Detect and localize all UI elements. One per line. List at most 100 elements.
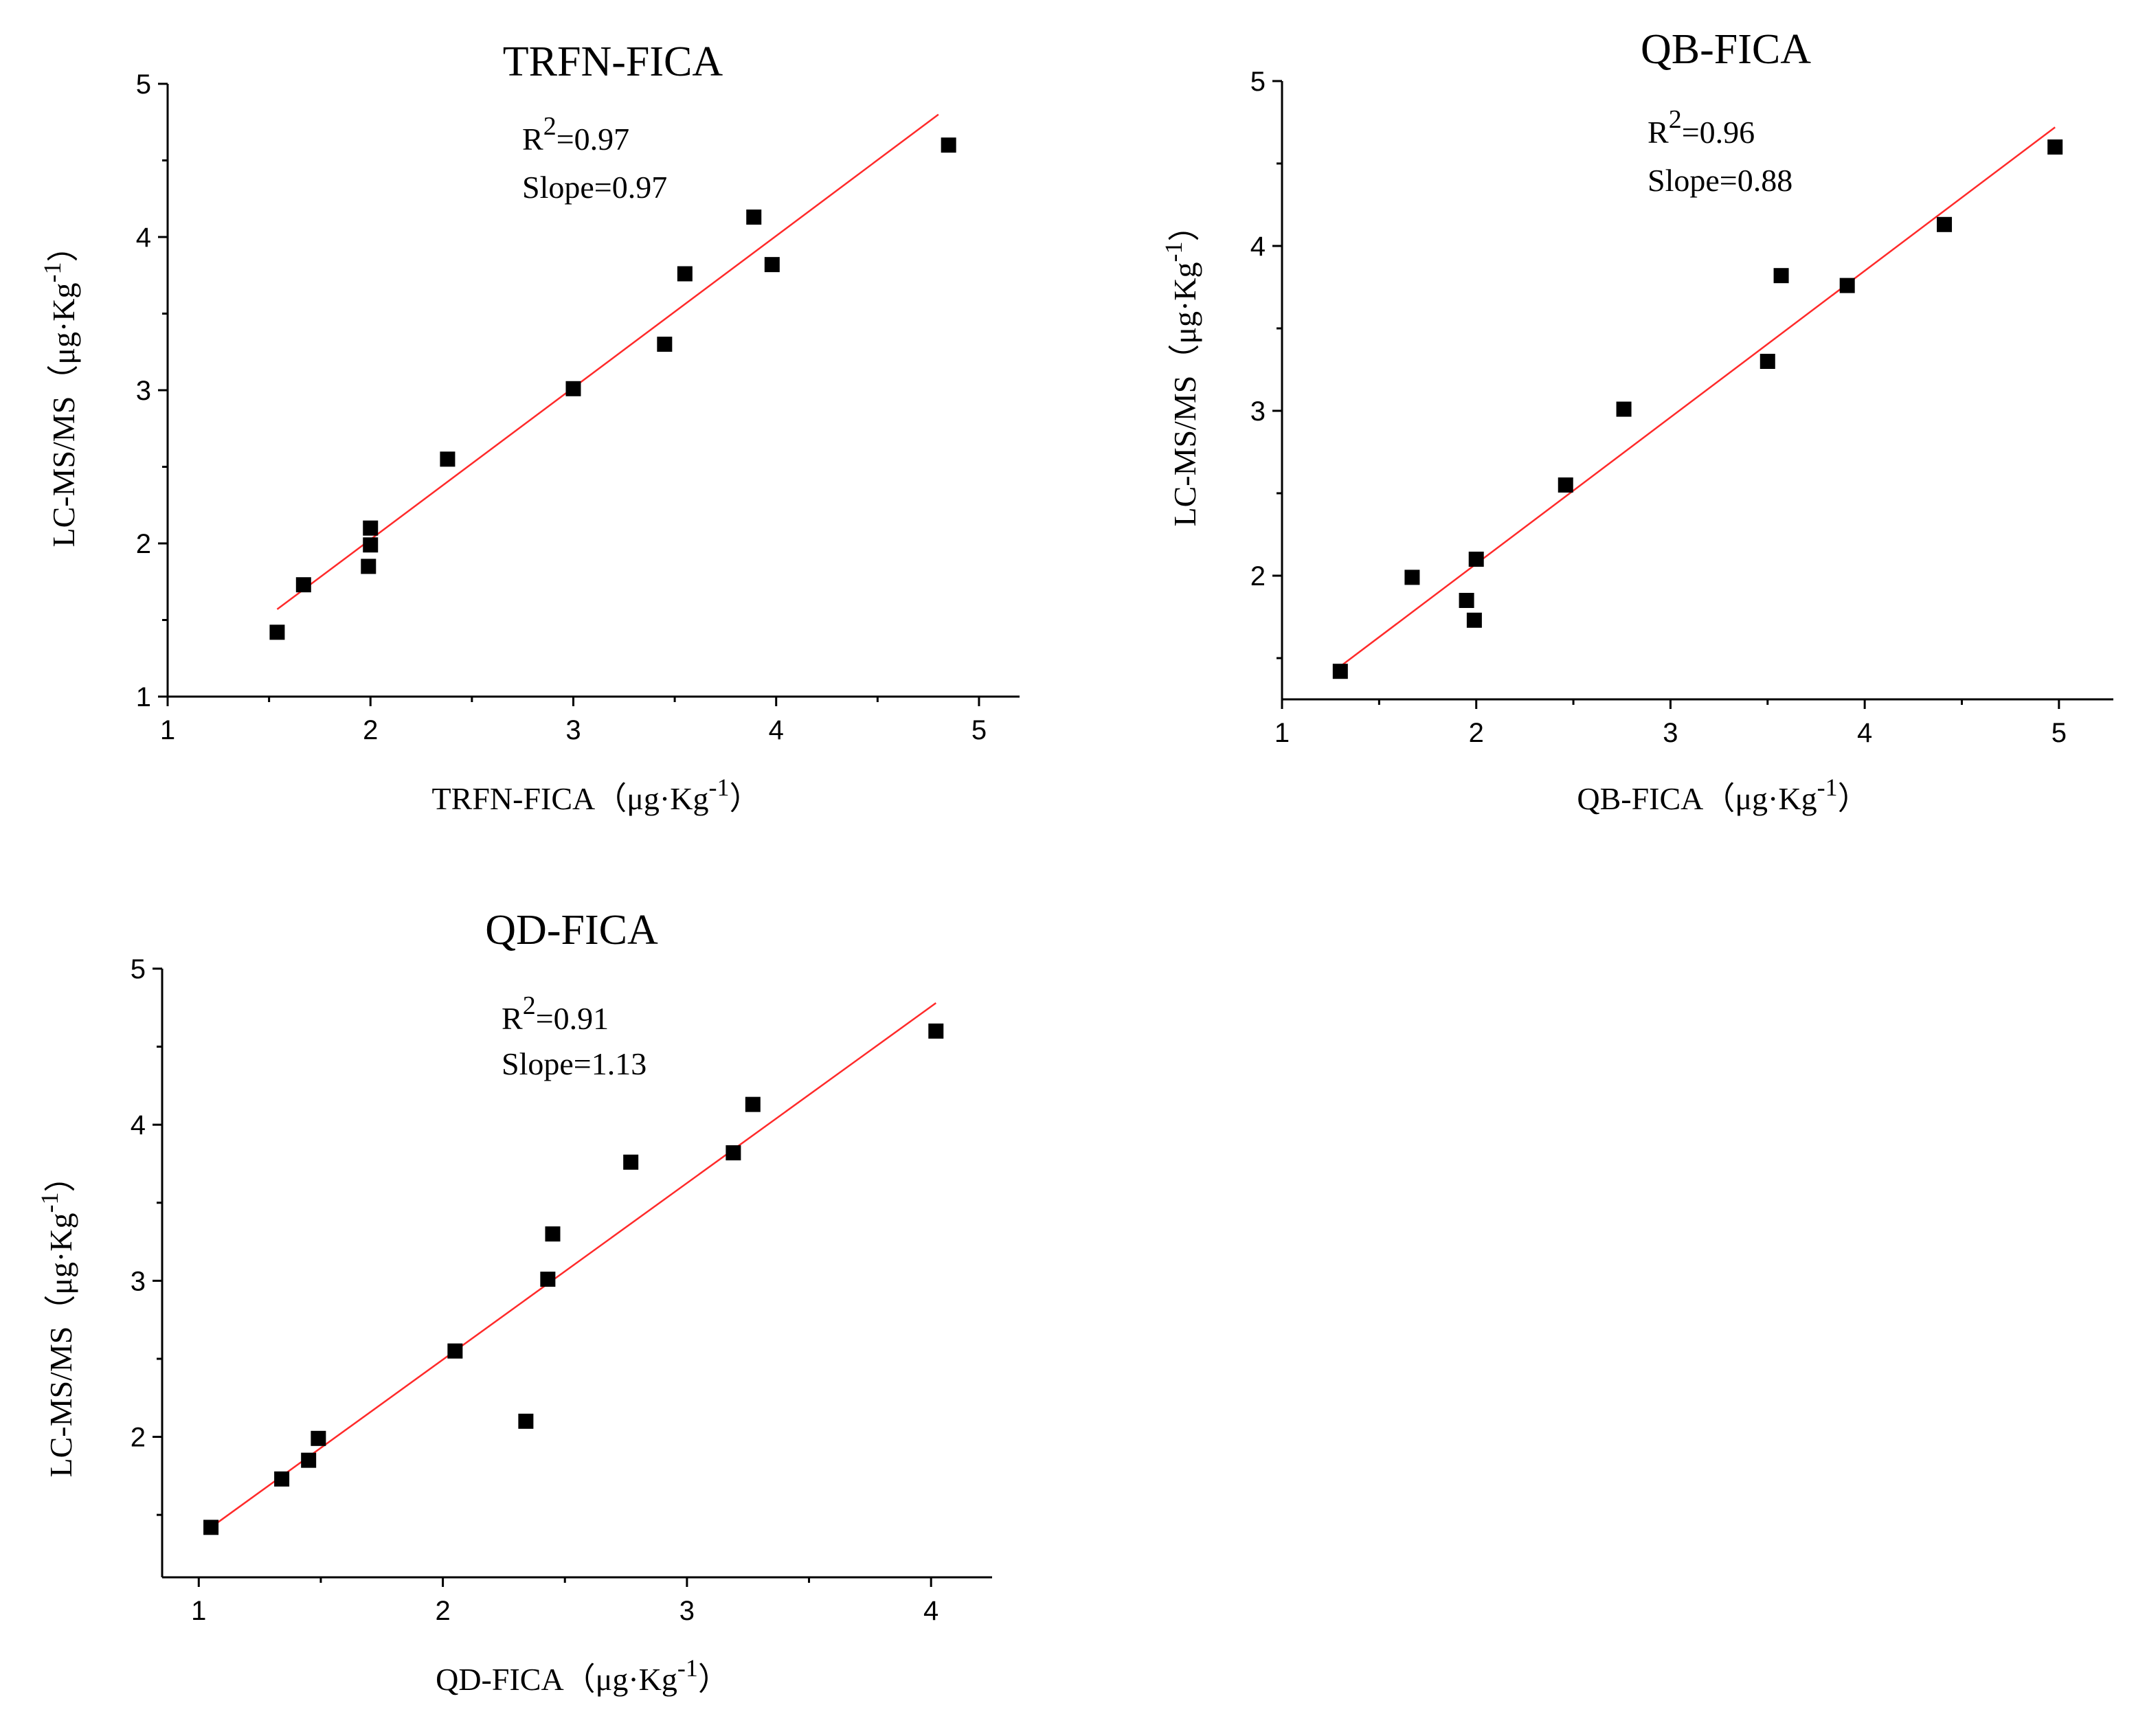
data-point xyxy=(545,1226,561,1242)
x-axis-label-main: QD-FICA（μg·Kg xyxy=(436,1662,677,1697)
data-point xyxy=(363,520,379,536)
data-point xyxy=(1459,593,1474,608)
y-tick-label: 2 xyxy=(136,529,151,559)
data-point xyxy=(1404,570,1420,585)
x-axis-label: QD-FICA（μg·Kg-1） xyxy=(436,1654,730,1697)
r-squared-prefix: R xyxy=(522,122,543,157)
r-squared-value: =0.97 xyxy=(557,122,629,157)
data-point xyxy=(274,1471,290,1487)
data-point xyxy=(1616,401,1632,417)
x-tick-label: 4 xyxy=(769,715,784,745)
y-tick-label: 1 xyxy=(136,682,151,712)
x-tick-label: 4 xyxy=(923,1596,938,1626)
y-tick-label: 4 xyxy=(1250,232,1266,262)
x-tick-label: 1 xyxy=(1274,718,1290,748)
x-axis-label-superscript: -1 xyxy=(708,774,729,801)
x-tick-label: 5 xyxy=(971,715,987,745)
data-point xyxy=(623,1154,639,1170)
r-squared-superscript: 2 xyxy=(523,991,536,1020)
r-squared-value: =0.96 xyxy=(1682,115,1755,150)
x-axis-label-superscript: -1 xyxy=(1817,774,1838,801)
data-point xyxy=(1839,278,1855,293)
y-axis-label-end: ） xyxy=(1167,210,1202,241)
x-tick-label: 2 xyxy=(435,1596,450,1626)
x-tick-label: 3 xyxy=(565,715,581,745)
r-squared-annotation: R2=0.96 xyxy=(1648,105,1755,150)
data-point xyxy=(518,1413,534,1429)
y-tick-label: 5 xyxy=(131,954,146,984)
y-axis-label-superscript: -1 xyxy=(1160,241,1187,262)
slope-annotation: Slope=1.13 xyxy=(502,1046,647,1081)
slope-annotation: Slope=0.88 xyxy=(1648,163,1792,198)
r-squared-annotation: R2=0.97 xyxy=(522,112,629,157)
y-tick-label: 5 xyxy=(1250,67,1266,97)
data-point xyxy=(1466,612,1482,628)
x-axis-label-superscript: -1 xyxy=(677,1654,698,1682)
x-axis-label-main: TRFN-FICA（μg·Kg xyxy=(432,781,709,816)
r-squared-prefix: R xyxy=(1648,115,1669,150)
data-point xyxy=(1773,268,1789,284)
y-tick-label: 3 xyxy=(136,376,151,406)
x-axis-label-end: ） xyxy=(1838,781,1869,816)
data-point xyxy=(311,1430,326,1446)
y-axis-label: LC-MS/MS（μg·Kg-1） xyxy=(1160,210,1202,526)
data-point xyxy=(361,559,376,574)
y-axis-label-superscript: -1 xyxy=(36,1192,63,1213)
x-tick-label: 3 xyxy=(679,1596,695,1626)
data-point xyxy=(363,537,379,553)
y-axis-label-main: LC-MS/MS（μg·Kg xyxy=(43,1213,78,1477)
data-point xyxy=(928,1023,944,1039)
x-axis-label-end: ） xyxy=(698,1662,730,1697)
regression-line xyxy=(210,1002,937,1529)
y-axis-label-main: LC-MS/MS（μg·Kg xyxy=(46,282,81,547)
x-tick-label: 2 xyxy=(363,715,378,745)
data-point xyxy=(301,1452,317,1468)
y-tick-label: 4 xyxy=(131,1110,146,1140)
data-point xyxy=(295,577,311,593)
data-point xyxy=(745,1096,761,1112)
x-tick-label: 3 xyxy=(1663,718,1678,748)
x-axis-label: TRFN-FICA（μg·Kg-1） xyxy=(432,774,761,816)
data-point xyxy=(1558,477,1573,493)
y-axis-label-end: ） xyxy=(43,1160,78,1192)
y-axis-label-main: LC-MS/MS（μg·Kg xyxy=(1167,262,1202,526)
data-point xyxy=(447,1343,463,1359)
r-squared-prefix: R xyxy=(502,1001,523,1036)
data-point xyxy=(677,266,693,282)
y-tick-label: 2 xyxy=(1250,561,1266,591)
r-squared-annotation: R2=0.91 xyxy=(502,991,609,1036)
y-axis-label: LC-MS/MS（μg·Kg-1） xyxy=(38,230,81,547)
x-tick-label: 1 xyxy=(191,1596,206,1626)
chart-title: QD-FICA xyxy=(485,907,658,954)
chart-qd-fica: 1 2 3 42345QD-FICAR2=0.91Slope=1.13QD-FICA（… xyxy=(36,907,992,1697)
x-tick-label: 4 xyxy=(1857,718,1872,748)
chart-title: QB-FICA xyxy=(1641,26,1811,73)
chart-qb-fica: 1 2 3 4 5 2 3 4 5 QB-FICA R2=0.96 Slope=0.88 QB-FICA… xyxy=(1160,26,2113,816)
data-point xyxy=(269,624,285,640)
y-tick-label: 3 xyxy=(1250,396,1266,427)
x-axis-label-end: ） xyxy=(729,781,761,816)
data-point xyxy=(746,210,762,225)
data-point xyxy=(440,451,456,467)
data-point xyxy=(657,337,673,352)
x-axis-label: QB-FICA（μg·Kg-1） xyxy=(1577,774,1869,816)
data-point xyxy=(764,257,780,273)
y-tick-label: 4 xyxy=(136,223,151,253)
r-squared-superscript: 2 xyxy=(543,112,557,141)
y-tick-label: 2 xyxy=(131,1423,146,1453)
slope-annotation: Slope=0.97 xyxy=(522,170,667,205)
y-axis-label-end: ） xyxy=(46,230,81,262)
x-tick-label: 5 xyxy=(2052,718,2067,748)
regression-line xyxy=(276,113,939,610)
data-point xyxy=(1937,216,1953,232)
data-point xyxy=(941,137,956,153)
r-squared-value: =0.91 xyxy=(536,1001,609,1036)
x-tick-label: 1 xyxy=(160,715,175,745)
y-axis-label: LC-MS/MS（μg·Kg-1） xyxy=(36,1160,78,1477)
data-point xyxy=(1468,552,1484,567)
data-point xyxy=(726,1145,741,1161)
y-tick-label: 5 xyxy=(136,69,151,100)
r-squared-superscript: 2 xyxy=(1669,105,1682,134)
